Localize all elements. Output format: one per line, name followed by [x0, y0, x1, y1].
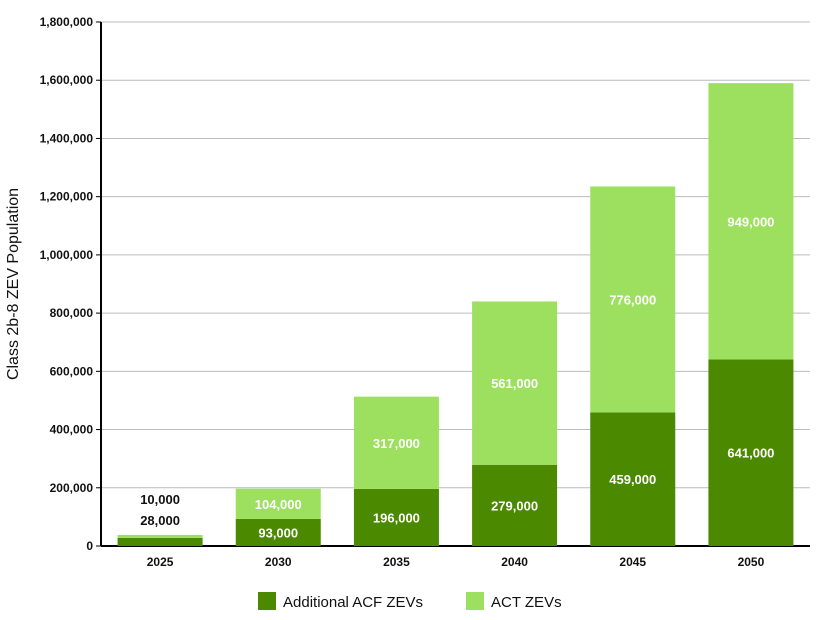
- legend-swatch: [466, 592, 484, 610]
- data-label: 459,000: [609, 472, 656, 487]
- data-label: 28,000: [140, 513, 180, 528]
- bar-act: [472, 301, 558, 465]
- x-tick-label: 2025: [147, 555, 174, 569]
- y-tick-label: 600,000: [50, 364, 94, 378]
- data-label: 949,000: [727, 214, 774, 229]
- data-label: 104,000: [255, 497, 302, 512]
- y-tick-label: 200,000: [50, 481, 94, 495]
- bar-act: [235, 488, 321, 519]
- x-tick-label: 2045: [619, 555, 646, 569]
- data-label: 279,000: [491, 498, 538, 513]
- y-tick-label: 0: [86, 539, 93, 553]
- data-label: 561,000: [491, 376, 538, 391]
- y-tick-label: 1,600,000: [40, 73, 94, 87]
- legend-swatch: [258, 592, 276, 610]
- bar-acf: [708, 359, 794, 546]
- bar-acf: [472, 464, 558, 546]
- data-label: 93,000: [258, 525, 298, 540]
- bar-acf: [235, 518, 321, 546]
- x-tick-label: 2050: [738, 555, 765, 569]
- bar-act: [708, 83, 794, 360]
- y-tick-label: 1,800,000: [40, 15, 94, 29]
- x-tick-label: 2035: [383, 555, 410, 569]
- data-label: 196,000: [373, 510, 420, 525]
- bar-acf: [590, 412, 676, 546]
- data-label: 10,000: [140, 492, 180, 507]
- bar-act: [353, 396, 439, 489]
- y-tick-label: 1,400,000: [40, 131, 94, 145]
- data-label: 776,000: [609, 292, 656, 307]
- bar-act: [590, 186, 676, 413]
- bar-acf: [117, 537, 203, 546]
- y-tick-label: 400,000: [50, 423, 94, 437]
- data-label: 641,000: [727, 446, 774, 461]
- y-tick-label: 800,000: [50, 306, 94, 320]
- bar-acf: [353, 488, 439, 546]
- x-tick-label: 2040: [501, 555, 528, 569]
- legend-label: Additional ACF ZEVs: [283, 594, 423, 611]
- y-tick-label: 1,000,000: [40, 248, 94, 262]
- x-tick-label: 2030: [265, 555, 292, 569]
- y-axis-label: Class 2b-8 ZEV Population: [5, 188, 22, 380]
- y-tick-label: 1,200,000: [40, 190, 94, 204]
- legend-label: ACT ZEVs: [491, 594, 562, 611]
- bar-act: [117, 534, 203, 538]
- data-label: 317,000: [373, 436, 420, 451]
